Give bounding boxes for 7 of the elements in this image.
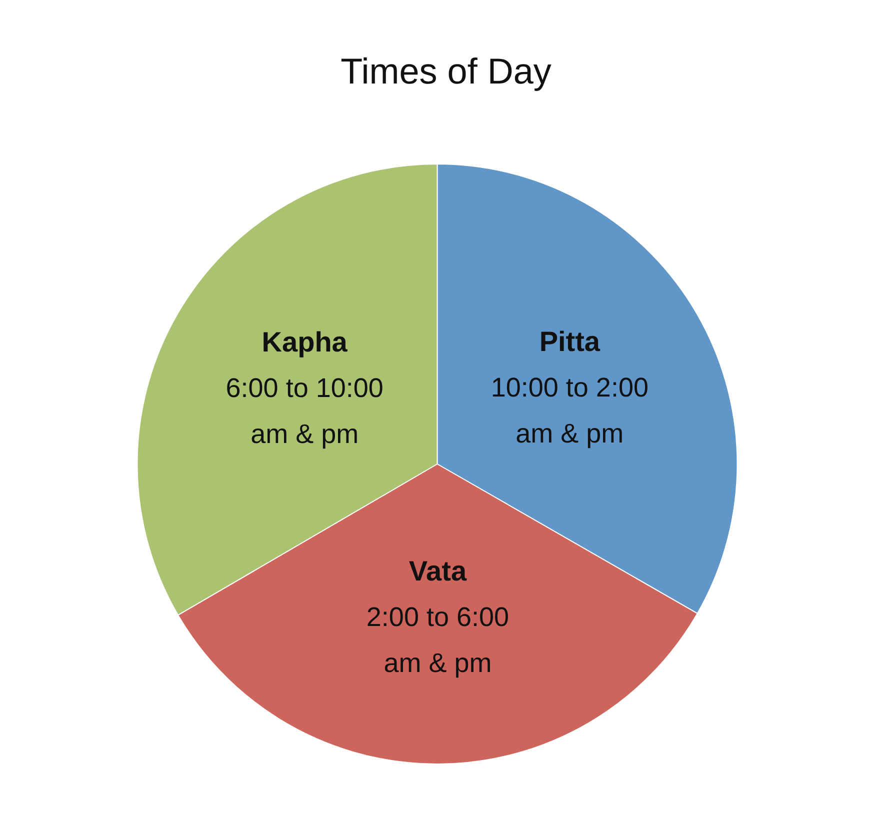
slice-label: Kapha [262,326,348,358]
slice-label: Vata [408,556,467,586]
text: 10:00 to 2:00 am & pm [490,372,648,448]
chart-title: Times of Day [340,50,552,92]
text: 6:00 to 10:00 am & pm [226,372,384,449]
slice-label: Pitta [539,326,600,357]
text: 2:00 to 6:00 am & pm [366,602,510,678]
